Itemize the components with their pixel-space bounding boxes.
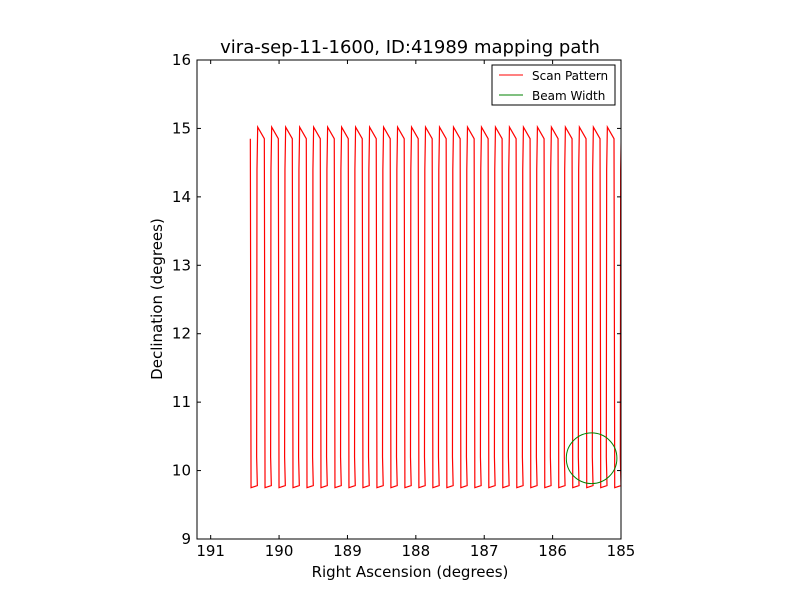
x-tick-label: 191 <box>196 542 225 560</box>
y-tick-label: 16 <box>172 51 191 69</box>
x-tick-label: 188 <box>402 542 431 560</box>
scan-pattern-line <box>249 124 621 489</box>
x-tick-label: 186 <box>538 542 567 560</box>
y-tick-label: 12 <box>172 325 191 343</box>
y-tick-label: 10 <box>172 462 191 480</box>
axes-frame <box>196 59 622 540</box>
x-tick-label: 189 <box>333 542 362 560</box>
legend-beam-width-label: Beam Width <box>532 89 605 103</box>
legend-scan-pattern-label: Scan Pattern <box>532 69 608 83</box>
y-tick-label: 14 <box>172 188 191 206</box>
y-tick-label: 11 <box>172 393 191 411</box>
beam-width-circle <box>565 432 618 485</box>
x-tick-label: 190 <box>265 542 294 560</box>
y-tick-label: 15 <box>172 119 191 137</box>
axis-ticks: 191 190 189 188 187 186 185 9 10 11 12 13 14 15 16 <box>172 51 635 560</box>
x-tick-label: 187 <box>470 542 499 560</box>
legend-box <box>491 64 616 106</box>
y-tick-label: 9 <box>181 530 191 548</box>
x-tick-label: 185 <box>607 542 636 560</box>
chart-title: vira-sep-11-1600, ID:41989 mapping path <box>220 37 600 58</box>
legend: Scan Pattern Beam Width <box>491 64 616 106</box>
y-axis-label: Declination (degrees) <box>148 218 166 380</box>
plot-area <box>196 59 622 540</box>
y-tick-label: 13 <box>172 256 191 274</box>
x-axis-label: Right Ascension (degrees) <box>312 563 509 581</box>
